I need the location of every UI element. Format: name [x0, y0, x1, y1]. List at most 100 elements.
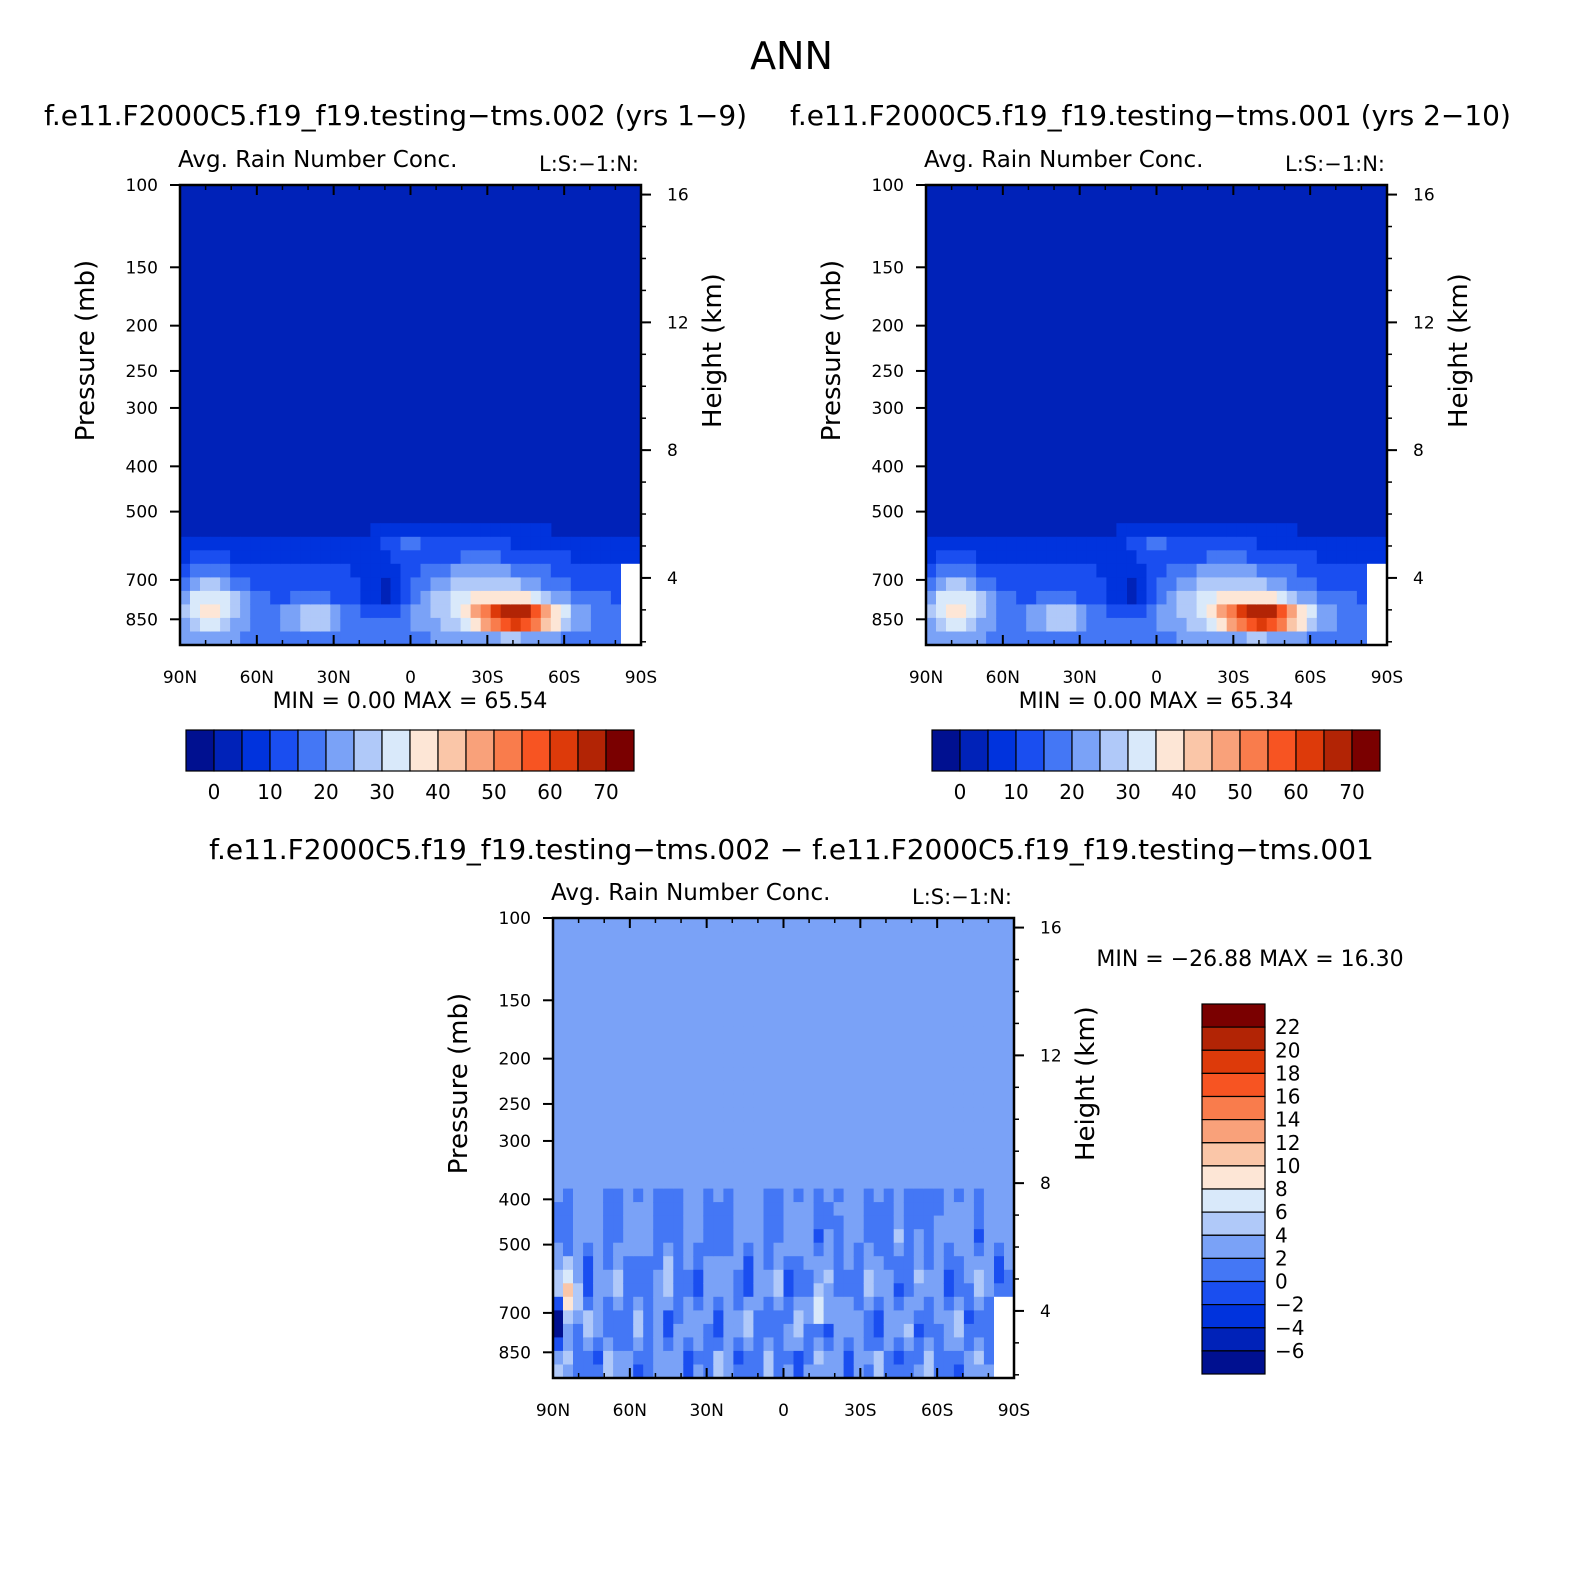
- colorbar-label: 14: [1275, 1108, 1300, 1132]
- contour-cell: [813, 1323, 825, 1338]
- colorbar-box: [1201, 1327, 1266, 1352]
- contour-cell: [623, 1161, 634, 1176]
- contour-cell: [903, 1296, 915, 1311]
- contour-cell: [723, 1120, 734, 1135]
- contour-cell: [1036, 577, 1047, 592]
- contour-cell: [923, 1296, 935, 1311]
- contour-cell: [180, 590, 191, 605]
- contour-cell: [893, 1175, 905, 1190]
- contour-cell: [220, 604, 231, 619]
- contour-cell: [1216, 617, 1228, 632]
- contour-cell: [893, 1202, 905, 1217]
- contour-cell: [1004, 1053, 1015, 1068]
- contour-cell: [1086, 617, 1097, 632]
- contour-cell: [753, 999, 764, 1014]
- contour-cell: [926, 604, 937, 619]
- contour-cell: [773, 931, 785, 946]
- contour-cell: [753, 1202, 764, 1217]
- contour-cell: [823, 985, 835, 1000]
- contour-cell: [563, 918, 574, 933]
- contour-cell: [753, 1188, 764, 1203]
- contour-cell: [583, 1120, 594, 1135]
- contour-cell: [723, 1323, 734, 1338]
- contour-cell: [480, 577, 492, 592]
- contour-cell: [703, 1026, 714, 1041]
- contour-cell: [330, 550, 341, 565]
- contour-cell: [1246, 577, 1258, 592]
- contour-cell: [733, 1229, 744, 1244]
- contour-cell: [1096, 536, 1107, 551]
- contour-cell: [803, 1337, 815, 1352]
- contour-cell: [693, 1012, 704, 1027]
- contour-cell: [1296, 590, 1308, 605]
- contour-cell: [1226, 604, 1238, 619]
- contour-cell: [583, 1296, 594, 1311]
- contour-cell: [883, 1120, 895, 1135]
- contour-cell: [853, 1134, 865, 1149]
- contour-cell: [200, 590, 211, 605]
- contour-cell: [1004, 1269, 1015, 1284]
- contour-cell: [793, 1188, 805, 1203]
- contour-cell: [573, 1337, 584, 1352]
- contour-cell: [803, 918, 815, 933]
- contour-cell: [603, 1161, 614, 1176]
- contour-cell: [553, 1350, 564, 1365]
- contour-cell: [873, 972, 885, 987]
- contour-cell: [530, 617, 542, 632]
- contour-cell: [883, 1093, 895, 1108]
- contour-cell: [593, 945, 604, 960]
- contour-cell: [593, 1026, 604, 1041]
- contour-cell: [1136, 536, 1148, 551]
- contour-cell: [280, 550, 291, 565]
- contour-cell: [1196, 550, 1208, 565]
- contour-cell: [510, 523, 522, 538]
- contour-cell: [643, 1296, 654, 1311]
- contour-cell: [813, 1080, 825, 1095]
- contour-cell: [753, 1093, 764, 1108]
- contour-cell: [240, 550, 251, 565]
- contour-cell: [853, 1188, 865, 1203]
- y2-tick-label: 12: [1413, 313, 1435, 333]
- contour-cell: [873, 1188, 885, 1203]
- contour-cell: [370, 590, 381, 605]
- contour-cell: [360, 536, 371, 551]
- contour-cell: [693, 1296, 704, 1311]
- contour-cell: [1206, 617, 1218, 632]
- contour-cell: [956, 550, 967, 565]
- contour-cell: [903, 1350, 915, 1365]
- contour-cell: [713, 1175, 724, 1190]
- contour-cell: [903, 1283, 915, 1298]
- contour-cell: [893, 1296, 905, 1311]
- contour-cell: [613, 1148, 624, 1163]
- contour-cell: [713, 985, 724, 1000]
- contour-cell: [570, 617, 582, 632]
- contour-cell: [1226, 536, 1238, 551]
- contour-cell: [593, 1080, 604, 1095]
- contour-cell: [1346, 577, 1358, 592]
- contour-cell: [613, 931, 624, 946]
- contour-cell: [603, 1283, 614, 1298]
- contour-cell: [963, 972, 975, 987]
- contour-cell: [653, 931, 664, 946]
- contour-cell: [783, 1323, 795, 1338]
- contour-cell: [653, 1350, 664, 1365]
- colorbar-box: [1201, 1234, 1266, 1260]
- contour-cell: [703, 999, 714, 1014]
- contour-cell: [580, 577, 592, 592]
- contour-cell: [723, 1012, 734, 1027]
- contour-cell: [713, 1093, 724, 1108]
- contour-cell: [693, 1229, 704, 1244]
- contour-cell: [350, 550, 361, 565]
- contour-cell: [883, 931, 895, 946]
- contour-cell: [733, 1148, 744, 1163]
- contour-cell: [913, 1107, 925, 1122]
- contour-cell: [633, 999, 644, 1014]
- contour-cell: [994, 999, 1005, 1014]
- colorbar-box: [1201, 1350, 1266, 1375]
- contour-cell: [573, 1012, 584, 1027]
- colorbar-label: 0: [954, 780, 967, 804]
- contour-cell: [220, 550, 231, 565]
- contour-cell: [600, 536, 612, 551]
- contour-cell: [1316, 617, 1328, 632]
